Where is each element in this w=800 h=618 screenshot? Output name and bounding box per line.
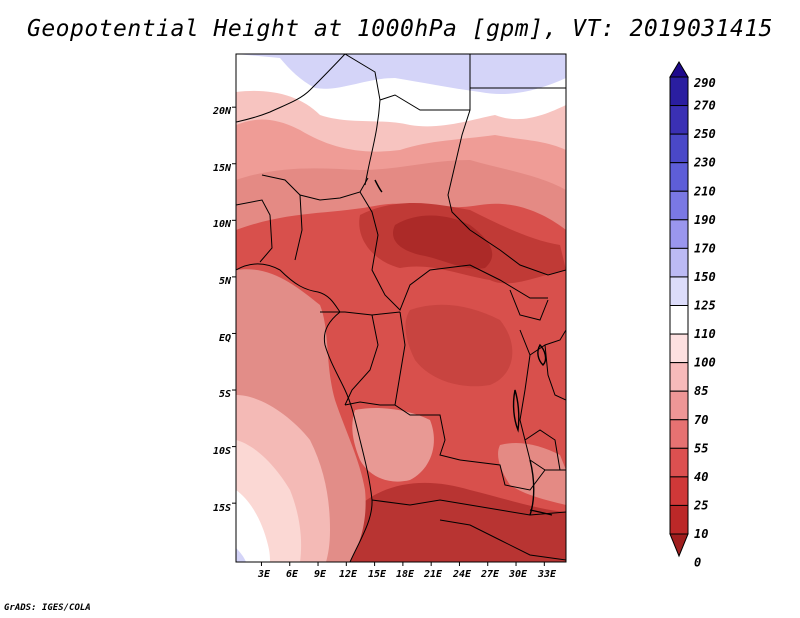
x-tick-label-21e: 21E xyxy=(423,569,443,580)
y-tick-marks xyxy=(232,106,236,504)
colorbar-cell xyxy=(669,133,689,164)
y-tick-label-5s: 5S xyxy=(219,389,231,400)
x-tick-label-33e: 33E xyxy=(537,569,557,580)
x-tick-label-6e: 6E xyxy=(286,569,299,580)
map-plot-area xyxy=(236,54,566,562)
colorbar-label-0: 0 xyxy=(694,556,701,570)
colorbar-label-210: 210 xyxy=(693,184,716,198)
colorbar-cell xyxy=(669,362,689,392)
colorbar-label-100: 100 xyxy=(694,356,716,370)
colorbar-top-arrow xyxy=(669,61,689,78)
y-tick-label-5n: 5N xyxy=(219,276,232,287)
colorbar-label-70: 70 xyxy=(694,413,708,427)
colorbar-label-25: 25 xyxy=(693,498,708,512)
x-tick-label-27e: 27E xyxy=(480,569,500,580)
colorbar-cell xyxy=(669,504,689,535)
colorbar-cell xyxy=(669,190,689,221)
colorbar-label-55: 55 xyxy=(694,441,708,455)
colorbar-label-290: 290 xyxy=(693,76,716,90)
colorbar-label-270: 270 xyxy=(693,99,716,113)
field-south-center-light xyxy=(352,408,434,482)
map-frame xyxy=(235,53,567,563)
x-tick-marks xyxy=(260,562,545,566)
colorbar-cell xyxy=(669,76,689,107)
colorbar-cell xyxy=(669,333,689,364)
colorbar-cells xyxy=(669,76,689,535)
colorbar-cell xyxy=(669,447,689,478)
colorbar-label-230: 230 xyxy=(693,156,716,170)
colorbar-label-250: 250 xyxy=(693,127,716,141)
colorbar-label-40: 40 xyxy=(694,470,708,484)
field-band-blue-north xyxy=(236,54,566,95)
colorbar-bottom-arrow xyxy=(669,533,689,558)
x-tick-label-15e: 15E xyxy=(368,569,387,580)
field-corner-blue-sw xyxy=(236,548,246,562)
colorbar-cell xyxy=(669,276,689,306)
colorbar: 2902702502302101901701501251101008570554… xyxy=(669,61,716,570)
field-east-patch xyxy=(498,443,566,505)
colorbar-cell xyxy=(669,247,689,278)
y-tick-label-eq: EQ xyxy=(219,333,231,344)
x-tick-label-9e: 9E xyxy=(314,569,327,580)
colorbar-cell xyxy=(669,219,689,249)
grads-credit: GrADS: IGES/COLA xyxy=(4,603,91,613)
colorbar-label-10: 10 xyxy=(694,527,708,541)
map-title: Geopotential Height at 1000hPa [gpm], VT… xyxy=(26,16,774,42)
colorbar-cell xyxy=(669,162,689,192)
y-tick-label-15n: 15N xyxy=(213,163,232,174)
y-tick-label-10n: 10N xyxy=(213,219,232,230)
y-axis: 20N 15N 10N 5N EQ 5S 10S 15S xyxy=(212,106,236,514)
y-tick-label-15s: 15S xyxy=(213,503,231,514)
colorbar-label-150: 150 xyxy=(694,270,716,284)
colorbar-label-170: 170 xyxy=(694,241,716,255)
field-low-core-deep xyxy=(392,215,493,269)
colorbar-label-110: 110 xyxy=(694,327,716,341)
x-axis: 3E 6E 9E 12E 15E 18E 21E 24E 27E 30E 33E xyxy=(257,562,557,580)
colorbar-cell xyxy=(669,305,689,335)
x-tick-label-18e: 18E xyxy=(396,569,415,580)
colorbar-label-190: 190 xyxy=(694,213,716,227)
colorbar-cell xyxy=(669,419,689,449)
y-tick-label-20n: 20N xyxy=(212,106,232,117)
colorbar-cell xyxy=(669,476,689,506)
field-low-core-central xyxy=(405,304,513,387)
colorbar-label-125: 125 xyxy=(694,299,716,313)
colorbar-label-85: 85 xyxy=(694,384,708,398)
x-tick-label-3e: 3E xyxy=(257,569,271,580)
x-tick-label-24e: 24E xyxy=(452,569,472,580)
colorbar-cell xyxy=(669,105,689,135)
x-tick-label-30e: 30E xyxy=(508,569,528,580)
colorbar-labels: 2902702502302101901701501251101008570554… xyxy=(693,76,716,570)
field-ocean-southwest-white xyxy=(236,490,270,562)
lakes xyxy=(374,179,553,516)
y-tick-label-10s: 10S xyxy=(213,446,231,457)
x-tick-label-12e: 12E xyxy=(339,569,358,580)
colorbar-cell xyxy=(669,390,689,421)
